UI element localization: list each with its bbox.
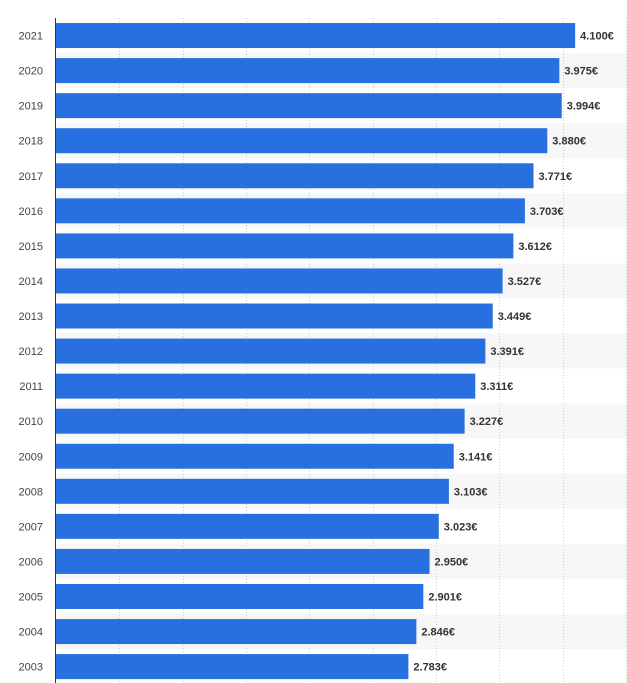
data-labels: 4.100€ 3.975€ 3.994€ 3.880€ 3.771€ 3.703€ 3.61…: [413, 31, 613, 674]
data-label: 3.227€: [470, 416, 504, 428]
category-label: 2016: [19, 206, 43, 218]
bar-2021[interactable]: [56, 23, 576, 49]
data-label: 3.975€: [564, 66, 598, 78]
bar-2016[interactable]: [56, 198, 525, 224]
data-label: 2.783€: [413, 662, 447, 674]
data-label: 3.771€: [539, 171, 573, 183]
data-label: 2.901€: [428, 591, 462, 603]
data-label: 3.703€: [530, 206, 564, 218]
category-label: 2020: [19, 66, 43, 78]
bar-2003[interactable]: [56, 654, 409, 680]
data-label: 3.023€: [444, 521, 478, 533]
category-label: 2005: [19, 591, 43, 603]
data-label: 3.527€: [508, 276, 542, 288]
y-axis-labels: 2021 2020 2019 2018 2017 2016 2015 2014 2013 2012…: [19, 31, 43, 674]
bar-2017[interactable]: [56, 163, 534, 189]
category-label: 2017: [19, 171, 43, 183]
bar-2004[interactable]: [56, 619, 417, 645]
category-label: 2012: [19, 346, 43, 358]
data-label: 3.103€: [454, 486, 488, 498]
category-label: 2015: [19, 241, 43, 253]
bar-2010[interactable]: [56, 408, 465, 434]
bar-2013[interactable]: [56, 303, 493, 329]
data-label: 3.141€: [459, 451, 493, 463]
data-label: 3.449€: [498, 311, 532, 323]
category-label: 2004: [19, 627, 43, 639]
data-label: 3.612€: [518, 241, 552, 253]
category-label: 2010: [19, 416, 43, 428]
category-label: 2007: [19, 521, 43, 533]
bar-2006[interactable]: [56, 548, 430, 574]
category-label: 2021: [19, 31, 43, 43]
bar-2015[interactable]: [56, 233, 514, 259]
bar-2020[interactable]: [56, 58, 560, 84]
category-label: 2013: [19, 311, 43, 323]
data-label: 3.311€: [480, 381, 513, 393]
data-label: 3.880€: [552, 136, 586, 148]
data-label: 2.846€: [421, 627, 455, 639]
bar-2011[interactable]: [56, 373, 476, 399]
category-label: 2019: [19, 101, 43, 113]
category-label: 2008: [19, 486, 43, 498]
bar-2014[interactable]: [56, 268, 503, 294]
data-label: 4.100€: [580, 31, 614, 43]
bar-2008[interactable]: [56, 478, 449, 504]
category-label: 2014: [19, 276, 43, 288]
category-label: 2011: [19, 381, 43, 393]
category-label: 2009: [19, 451, 43, 463]
category-label: 2018: [19, 136, 43, 148]
bar-2009[interactable]: [56, 443, 454, 469]
bar-2005[interactable]: [56, 583, 424, 609]
bar-2018[interactable]: [56, 128, 548, 154]
data-label: 3.994€: [567, 101, 601, 113]
bar-2019[interactable]: [56, 93, 562, 119]
data-label: 2.950€: [435, 556, 469, 568]
category-label: 2003: [19, 662, 43, 674]
data-label: 3.391€: [490, 346, 524, 358]
bar-2012[interactable]: [56, 338, 486, 364]
category-label: 2006: [19, 556, 43, 568]
bar-2007[interactable]: [56, 513, 439, 539]
bars: [56, 23, 576, 680]
